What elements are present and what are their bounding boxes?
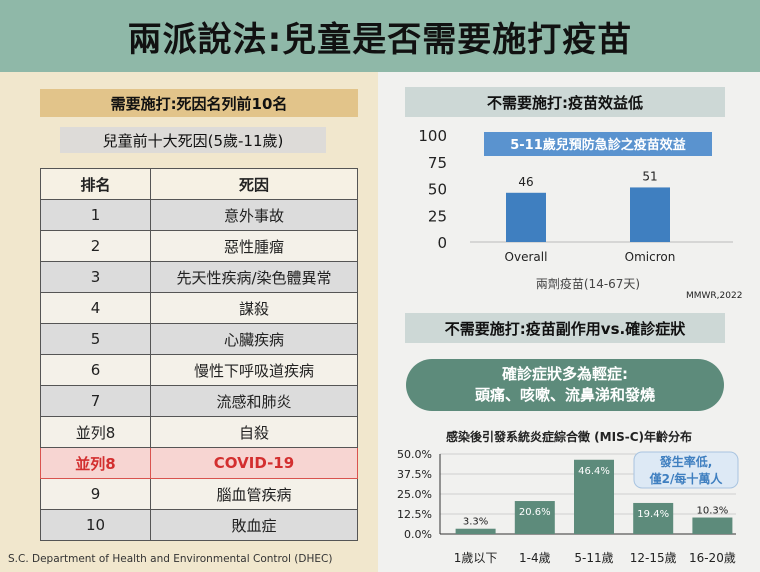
y-tick-label: 50 — [428, 181, 447, 199]
cause-cell: 惡性腫瘤 — [150, 230, 358, 262]
mis-c-chart-title: 感染後引發系統炎症綜合徵 (MIS-C)年齡分布 — [446, 430, 692, 444]
y-tick-label: 50.0% — [397, 448, 432, 461]
cause-cell: 流感和肺炎 — [150, 385, 358, 417]
rank-cell: 5 — [40, 323, 151, 355]
bar — [692, 517, 733, 534]
rank-cell: 並列8 — [40, 416, 151, 448]
cause-cell: 敗血症 — [150, 509, 358, 541]
y-tick-label: 100 — [418, 127, 447, 145]
right-panel: 不需要施打:疫苗效益低 0 25 50 75 100 5-11歲兒預防急診之疫苗效益 46 O… — [378, 72, 760, 572]
rank-cell: 9 — [40, 478, 151, 510]
bar — [506, 192, 546, 242]
note-line-2: 僅2/每十萬人 — [649, 471, 724, 486]
table-row: 3 先天性疾病/染色體異常 — [40, 261, 358, 293]
table-row: 4 謀殺 — [40, 292, 358, 324]
left-subheader: 兒童前十大死因(5歲-11歲) — [60, 127, 326, 153]
y-tick-label: 75 — [428, 154, 447, 172]
column-header-cause: 死因 — [150, 168, 358, 200]
note-line-1: 發生率低, — [659, 454, 713, 469]
death-causes-table: 排名 死因 1 意外事故 2 惡性腫瘤 3 先天性疾病/染色體異常 4 謀殺 5 心臟疾病 6 慢性下… — [40, 168, 358, 541]
x-axis-label: 兩劑疫苗(14-67天) — [536, 276, 640, 291]
y-tick-label: 37.5% — [397, 468, 432, 481]
bar — [633, 502, 674, 534]
table-row: 2 惡性腫瘤 — [40, 230, 358, 262]
rank-cell: 並列8 — [40, 447, 151, 479]
table-row: 9 腦血管疾病 — [40, 478, 358, 510]
symptoms-line-1: 確診症狀多為輕症: — [502, 365, 628, 383]
column-header-rank: 排名 — [40, 168, 151, 200]
x-tick-label: 1-4歲 — [519, 551, 551, 565]
table-row: 並列8 COVID-19 — [40, 447, 358, 479]
bar-value-label: 3.3% — [463, 517, 488, 528]
cause-cell: 慢性下呼吸道疾病 — [150, 354, 358, 386]
bar-value-label: 19.4% — [637, 509, 669, 520]
rank-cell: 3 — [40, 261, 151, 293]
table-row: 10 敗血症 — [40, 509, 358, 541]
chart-title-box — [484, 132, 712, 156]
mis-c-chart: 0.0% 12.5% 25.0% 37.5% 50.0% 3.3% 1歲以下 20.6% 1-4… — [397, 448, 739, 565]
cause-cell: 先天性疾病/染色體異常 — [150, 261, 358, 293]
bar — [630, 187, 670, 242]
rank-cell: 2 — [40, 230, 151, 262]
page-title: 兩派說法:兒童是否需要施打疫苗 — [127, 19, 633, 60]
rank-cell: 10 — [40, 509, 151, 541]
efficacy-chart: 0 25 50 75 100 5-11歲兒預防急診之疫苗效益 46 Overall 51 Omic… — [418, 127, 733, 291]
table-row: 5 心臟疾病 — [40, 323, 358, 355]
table-row: 並列8 自殺 — [40, 416, 358, 448]
note-box — [633, 451, 739, 489]
table-row: 6 慢性下呼吸道疾病 — [40, 354, 358, 386]
y-tick-label: 0 — [437, 234, 447, 252]
x-tick-label: Omicron — [625, 250, 676, 264]
bar-value-label: 46 — [518, 175, 533, 189]
right-header-side-effects: 不需要施打:疫苗副作用vs.確診症狀 — [405, 313, 725, 343]
bar — [455, 528, 496, 534]
x-tick-label: 16-20歲 — [689, 551, 736, 565]
x-tick-label: 1歲以下 — [454, 551, 498, 565]
left-panel: 需要施打:死因名列前10名 兒童前十大死因(5歲-11歲) 排名 死因 1 意外事… — [0, 72, 378, 572]
table-row: 7 流感和肺炎 — [40, 385, 358, 417]
symptoms-line-2: 頭痛、咳嗽、流鼻涕和發燒 — [474, 386, 655, 404]
left-header: 需要施打:死因名列前10名 — [40, 89, 358, 117]
symptoms-bubble: 確診症狀多為輕症: 頭痛、咳嗽、流鼻涕和發燒 — [406, 359, 724, 411]
rank-cell: 6 — [40, 354, 151, 386]
bar — [574, 459, 614, 534]
table-row: 1 意外事故 — [40, 199, 358, 231]
y-tick-label: 25.0% — [397, 488, 432, 501]
bar-value-label: 46.4% — [578, 466, 610, 477]
chart-title: 5-11歲兒預防急診之疫苗效益 — [510, 137, 686, 153]
bar-value-label: 20.6% — [519, 507, 551, 518]
rank-cell: 4 — [40, 292, 151, 324]
rank-cell: 7 — [40, 385, 151, 417]
cause-cell: 心臟疾病 — [150, 323, 358, 355]
bar — [514, 501, 555, 534]
cause-cell: 意外事故 — [150, 199, 358, 231]
source-note: S.C. Department of Health and Environmen… — [8, 553, 333, 565]
y-tick-label: 0.0% — [404, 528, 432, 541]
x-tick-label: 12-15歲 — [630, 551, 677, 565]
y-tick-label: 12.5% — [397, 508, 432, 521]
x-tick-label: 5-11歲 — [574, 551, 613, 565]
rank-cell: 1 — [40, 199, 151, 231]
y-tick-label: 25 — [428, 207, 447, 225]
mmwr-source: MMWR,2022 — [686, 291, 743, 301]
x-tick-label: Overall — [505, 250, 548, 264]
title-bar: 兩派說法:兒童是否需要施打疫苗 — [0, 0, 760, 72]
cause-cell: 謀殺 — [150, 292, 358, 324]
cause-cell: 自殺 — [150, 416, 358, 448]
cause-cell: COVID-19 — [150, 447, 358, 479]
bar-value-label: 51 — [642, 169, 657, 183]
cause-cell: 腦血管疾病 — [150, 478, 358, 510]
right-header-efficacy: 不需要施打:疫苗效益低 — [405, 87, 725, 117]
bar-value-label: 10.3% — [697, 506, 729, 517]
